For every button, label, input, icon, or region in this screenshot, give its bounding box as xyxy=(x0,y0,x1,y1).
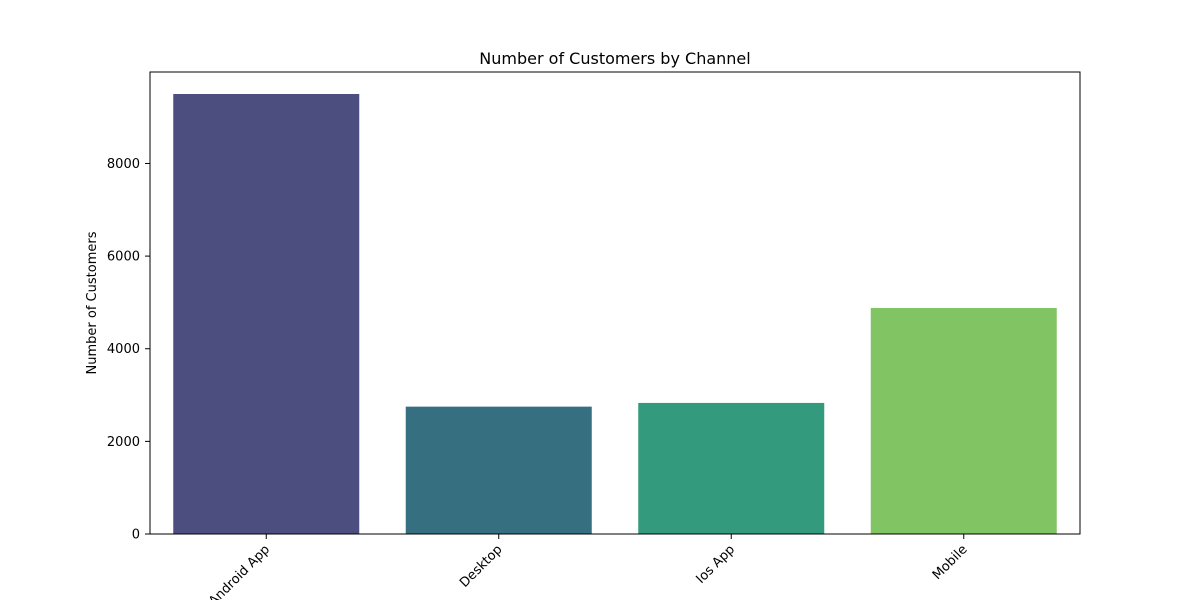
y-tick-label: 0 xyxy=(132,528,140,543)
x-tick-label: Ios App xyxy=(693,542,738,587)
y-axis-ticks: 0 2000 4000 6000 8000 xyxy=(107,157,150,543)
bars-group xyxy=(173,94,1057,534)
bar-mobile xyxy=(870,307,1057,534)
x-tick-label: Desktop xyxy=(457,542,506,591)
plot-frame xyxy=(149,71,1081,535)
chart-title: Number of Customers by Channel xyxy=(479,49,750,68)
y-tick-label: 6000 xyxy=(107,250,140,265)
x-tick-label: Mobile xyxy=(930,542,971,583)
x-tick-label: Android App xyxy=(206,542,273,600)
y-tick-label: 8000 xyxy=(107,157,140,172)
x-axis-ticks: Android App Desktop Ios App Mobile xyxy=(206,534,971,600)
plot-area: 0 2000 4000 6000 8000 Android App Desktop Ios … xyxy=(107,71,1081,600)
bar-desktop xyxy=(405,406,592,534)
y-tick-label: 2000 xyxy=(107,435,140,450)
y-axis-label: Number of Customers xyxy=(85,231,100,374)
bar-android-app xyxy=(173,94,360,534)
y-tick-label: 4000 xyxy=(107,342,140,357)
bar-ios-app xyxy=(638,402,825,534)
